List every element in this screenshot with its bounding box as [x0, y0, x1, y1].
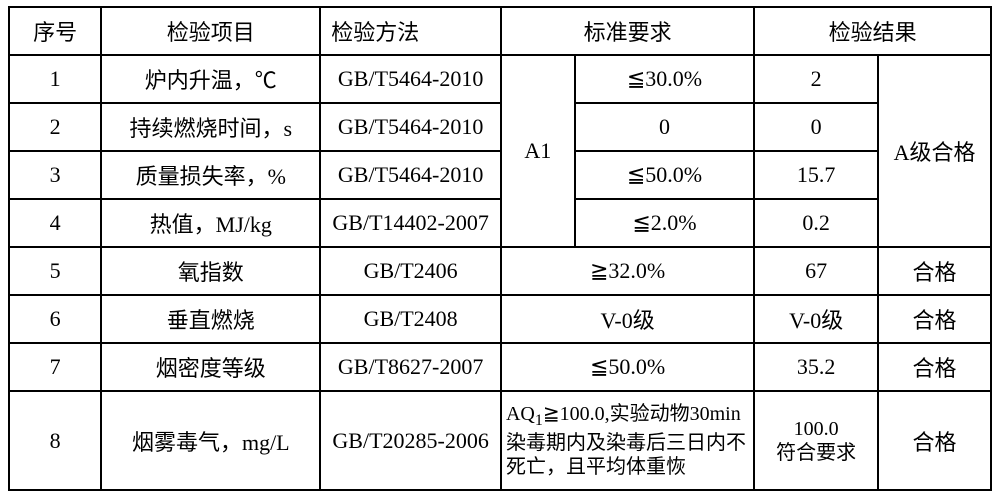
- req-sub: 1: [535, 412, 543, 429]
- cell-no: 8: [9, 391, 101, 490]
- cell-res: 合格: [878, 295, 991, 343]
- cell-no: 5: [9, 247, 101, 295]
- col-no: 序号: [9, 7, 101, 55]
- cell-method: GB/T20285-2006: [320, 391, 501, 490]
- cell-req: ≧32.0%: [501, 247, 754, 295]
- cell-no: 6: [9, 295, 101, 343]
- cell-method: GB/T5464-2010: [320, 151, 501, 199]
- table-row: 8 烟雾毒气，mg/L GB/T20285-2006 AQ1≧100.0,实验动…: [9, 391, 991, 490]
- cell-item: 热值，MJ/kg: [101, 199, 320, 247]
- cell-no: 4: [9, 199, 101, 247]
- cell-res: 合格: [878, 391, 991, 490]
- cell-method: GB/T5464-2010: [320, 55, 501, 103]
- col-result: 检验结果: [754, 7, 991, 55]
- cell-no: 1: [9, 55, 101, 103]
- cell-res: 合格: [878, 247, 991, 295]
- cell-item: 氧指数: [101, 247, 320, 295]
- col-requirement: 标准要求: [501, 7, 754, 55]
- table-row: 3 质量损失率，% GB/T5464-2010 ≦50.0% 15.7: [9, 151, 991, 199]
- cell-val: 100.0 符合要求: [754, 391, 878, 490]
- cell-item: 烟雾毒气，mg/L: [101, 391, 320, 490]
- cell-val: 15.7: [754, 151, 878, 199]
- cell-item: 质量损失率，%: [101, 151, 320, 199]
- table-header-row: 序号 检验项目 检验方法 标准要求 检验结果: [9, 7, 991, 55]
- cell-req: ≦30.0%: [575, 55, 755, 103]
- cell-req: V-0级: [501, 295, 754, 343]
- cell-group-pass: A级合格: [878, 55, 991, 247]
- cell-no: 2: [9, 103, 101, 151]
- col-item: 检验项目: [101, 7, 320, 55]
- cell-res: 合格: [878, 343, 991, 391]
- cell-method: GB/T8627-2007: [320, 343, 501, 391]
- cell-method: GB/T14402-2007: [320, 199, 501, 247]
- cell-req: ≦50.0%: [575, 151, 755, 199]
- cell-val: 0: [754, 103, 878, 151]
- cell-req: ≦50.0%: [501, 343, 754, 391]
- cell-item: 垂直燃烧: [101, 295, 320, 343]
- cell-group-a1: A1: [501, 55, 575, 247]
- cell-method: GB/T2406: [320, 247, 501, 295]
- inspection-table: 序号 检验项目 检验方法 标准要求 检验结果 1 炉内升温，℃ GB/T5464…: [8, 6, 992, 491]
- table-row: 1 炉内升温，℃ GB/T5464-2010 A1 ≦30.0% 2 A级合格: [9, 55, 991, 103]
- cell-method: GB/T2408: [320, 295, 501, 343]
- table-row: 7 烟密度等级 GB/T8627-2007 ≦50.0% 35.2 合格: [9, 343, 991, 391]
- col-method: 检验方法: [320, 7, 501, 55]
- table-row: 4 热值，MJ/kg GB/T14402-2007 ≦2.0% 0.2: [9, 199, 991, 247]
- cell-item: 持续燃烧时间，s: [101, 103, 320, 151]
- cell-req: 0: [575, 103, 755, 151]
- cell-req: AQ1≧100.0,实验动物30min染毒期内及染毒后三日内不死亡，且平均体重恢: [501, 391, 754, 490]
- cell-val: V-0级: [754, 295, 878, 343]
- req-rest: ≧100.0,实验动物30min染毒期内及染毒后三日内不死亡，且平均体重恢: [506, 403, 746, 477]
- table-row: 2 持续燃烧时间，s GB/T5464-2010 0 0: [9, 103, 991, 151]
- cell-val: 2: [754, 55, 878, 103]
- cell-val: 67: [754, 247, 878, 295]
- cell-val: 35.2: [754, 343, 878, 391]
- req-prefix: AQ: [506, 403, 535, 425]
- cell-method: GB/T5464-2010: [320, 103, 501, 151]
- cell-no: 3: [9, 151, 101, 199]
- cell-req: ≦2.0%: [575, 199, 755, 247]
- cell-item: 炉内升温，℃: [101, 55, 320, 103]
- cell-item: 烟密度等级: [101, 343, 320, 391]
- cell-val: 0.2: [754, 199, 878, 247]
- table-row: 6 垂直燃烧 GB/T2408 V-0级 V-0级 合格: [9, 295, 991, 343]
- cell-no: 7: [9, 343, 101, 391]
- table-row: 5 氧指数 GB/T2406 ≧32.0% 67 合格: [9, 247, 991, 295]
